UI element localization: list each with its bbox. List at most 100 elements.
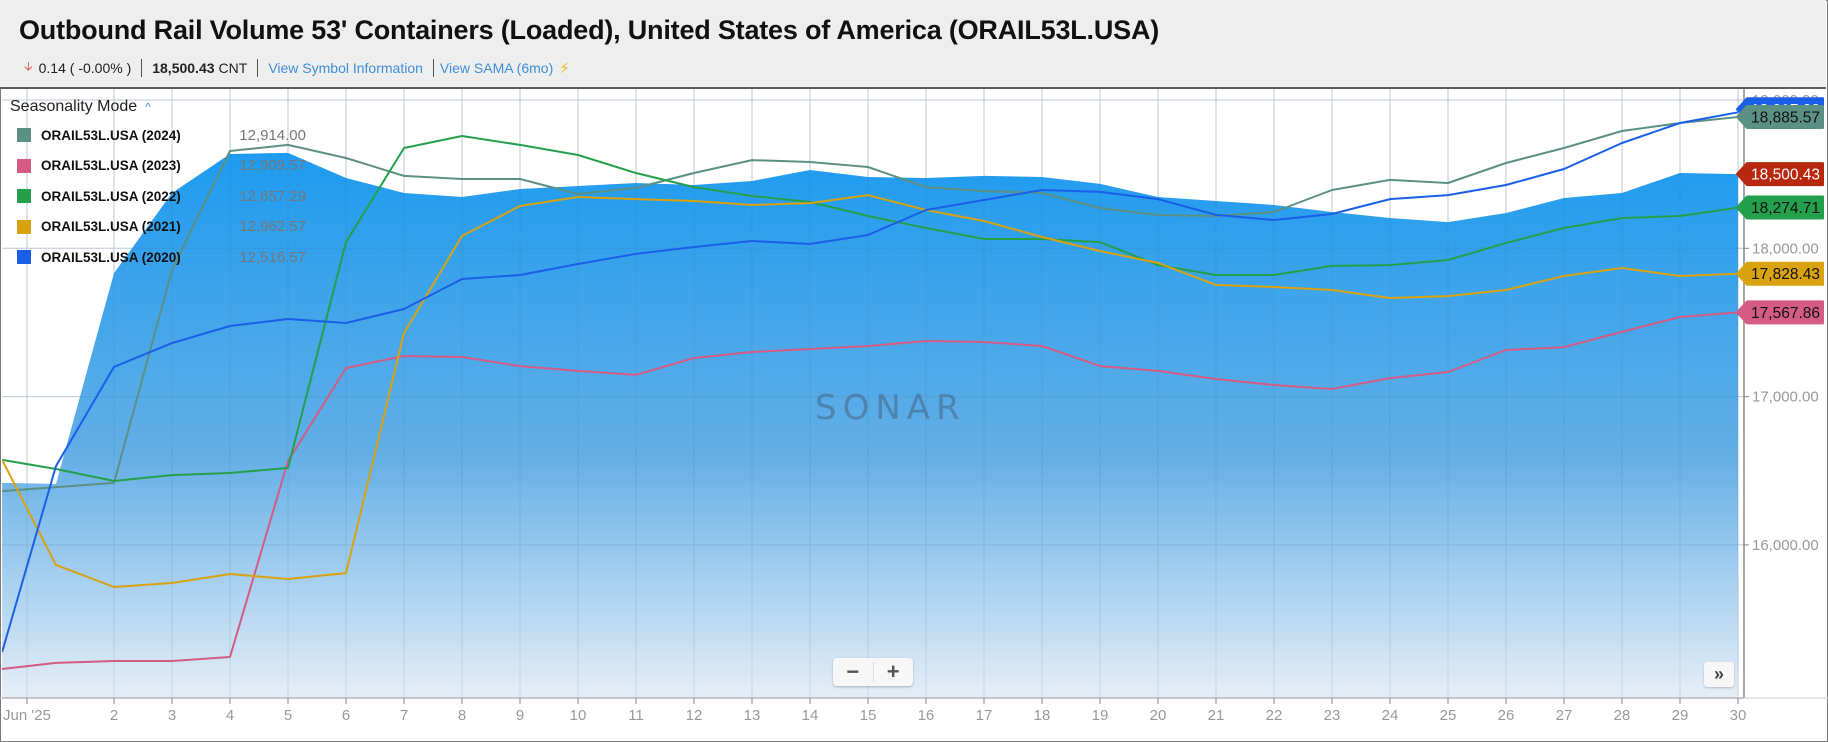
x-tick-label: 5 — [284, 707, 292, 724]
arrow-down-icon: 🡣 — [24, 59, 33, 73]
label-tag — [1736, 162, 1824, 187]
legend-item[interactable]: ORAIL53L.USA (2022) 12,657.29 — [10, 181, 306, 212]
x-tick-label: 17 — [976, 707, 993, 724]
x-tick-label: 7 — [400, 707, 408, 724]
x-tick-label: 18 — [1034, 707, 1051, 724]
last-value-label-2025: 18,500.43 — [1736, 162, 1824, 187]
change-value: 0.14 ( -0.00% ) — [38, 59, 132, 76]
x-tick-label: 12 — [686, 707, 703, 724]
symbol-summary: 🡣 0.14 ( -0.00% ) 18,500.43 CNT View Sym… — [24, 57, 570, 78]
legend-series-name: ORAIL53L.USA (2021) — [41, 219, 181, 235]
seasonality-mode-label: Seasonality Mode — [10, 98, 138, 115]
divider — [257, 58, 259, 77]
x-tick-label: 4 — [226, 707, 234, 724]
divider — [141, 58, 143, 77]
x-tick-label: 9 — [516, 707, 524, 724]
legend-series-value: 12,516.57 — [239, 248, 306, 266]
last-value: 18,500.43 — [152, 59, 215, 76]
x-tick-label: 20 — [1150, 707, 1167, 724]
label-tag — [1736, 261, 1824, 286]
legend-swatch — [17, 250, 31, 265]
unit-label: CNT — [218, 59, 248, 76]
chart-title: Outbound Rail Volume 53' Containers (Loa… — [19, 15, 1160, 45]
legend-series-value: 12,909.57 — [239, 157, 306, 175]
label-text: 17,828.43 — [1751, 266, 1820, 283]
x-tick-label: 26 — [1498, 707, 1515, 724]
legend-item[interactable]: ORAIL53L.USA (2020) 12,516.57 — [10, 242, 306, 273]
scroll-forward-button[interactable]: » — [1704, 662, 1734, 687]
label-tag — [1736, 195, 1824, 220]
x-tick-label: 10 — [570, 707, 587, 724]
x-tick-label: 8 — [458, 707, 466, 724]
label-tag — [1736, 104, 1824, 129]
legend-series-value: 12,962.57 — [239, 218, 306, 236]
axes: Jun '25 2 3 4 5 6 7 8 9 10 11 12 13 14 15 16 17 18 19 20 21 2… — [0, 89, 1828, 724]
divider — [432, 58, 434, 77]
x-tick-label: 29 — [1672, 707, 1689, 724]
legend-swatch — [17, 158, 31, 173]
x-tick-label: 22 — [1266, 707, 1283, 724]
chart-header: Outbound Rail Volume 53' Containers (Loa… — [0, 0, 1826, 89]
legend-swatch — [17, 219, 31, 234]
x-tick-label: 27 — [1556, 707, 1573, 724]
series-layer — [2, 89, 1744, 698]
y-tick-label: 17,000.00 — [1752, 389, 1819, 406]
zoom-in-button[interactable]: + — [886, 659, 900, 684]
legend-swatch — [17, 128, 31, 143]
x-tick-label: 2 — [110, 707, 118, 724]
last-value-label-2023: 17,567.86 — [1736, 300, 1824, 325]
sama-chart-icon[interactable]: ⚡ — [559, 59, 570, 77]
legend-item[interactable]: ORAIL53L.USA (2023) 12,909.57 — [10, 151, 306, 182]
y-tick-label: 16,000.00 — [1752, 537, 1819, 554]
line-series-2023 — [2, 311, 1739, 670]
line-series-2024 — [2, 116, 1739, 493]
label-text: 18,500.43 — [1751, 167, 1820, 184]
x-tick-label: 3 — [168, 707, 176, 724]
last-value-label-2022: 18,274.71 — [1736, 195, 1824, 220]
last-value-label-2021: 17,828.43 — [1736, 261, 1824, 286]
legend-series-name: ORAIL53L.USA (2024) — [41, 127, 181, 143]
label-text: 17,567.86 — [1751, 305, 1820, 322]
label-text: 18,885.57 — [1751, 109, 1820, 126]
line-series-2021 — [2, 194, 1739, 588]
zoom-out-button[interactable]: − — [846, 659, 860, 684]
view-sama-link[interactable]: View SAMA (6mo) — [439, 59, 554, 76]
x-tick-label: Jun '25 — [3, 707, 51, 724]
legend-series-name: ORAIL53L.USA (2020) — [41, 249, 181, 265]
legend-item[interactable]: ORAIL53L.USA (2021) 12,962.57 — [10, 212, 306, 243]
x-tick-label: 28 — [1614, 707, 1631, 724]
legend-swatch — [17, 189, 31, 204]
legend-series-name: ORAIL53L.USA (2022) — [41, 188, 181, 204]
last-value-label-2024: 18,885.57 — [1736, 104, 1824, 129]
label-text: 18,274.71 — [1751, 200, 1820, 217]
x-tick-label: 16 — [918, 707, 935, 724]
x-tick-label: 14 — [802, 707, 819, 724]
x-tick-label: 19 — [1092, 707, 1109, 724]
last-value-labels: 18,917.0018,500.4318,885.5717,567.8618,2… — [1736, 97, 1824, 325]
y-tick-label: 18,000.00 — [1752, 240, 1819, 257]
legend-series-value: 12,914.00 — [239, 126, 306, 144]
x-tick-label: 21 — [1208, 707, 1225, 724]
chevron-up-icon: ^ — [145, 100, 151, 114]
label-tag — [1736, 300, 1824, 325]
x-tick-label: 13 — [744, 707, 761, 724]
x-tick-label: 30 — [1730, 707, 1747, 724]
x-tick-label: 15 — [860, 707, 877, 724]
x-tick-label: 6 — [342, 707, 350, 724]
sonar-watermark: SONAR — [815, 388, 966, 428]
x-tick-label: 11 — [628, 707, 644, 724]
divider — [872, 662, 874, 682]
legend-item[interactable]: ORAIL53L.USA (2024) 12,914.00 — [10, 120, 306, 151]
line-series-2022 — [2, 135, 1739, 482]
x-tick-label: 24 — [1382, 707, 1399, 724]
x-tick-label: 25 — [1440, 707, 1457, 724]
legend-series-value: 12,657.29 — [239, 187, 306, 205]
view-symbol-information-link[interactable]: View Symbol Information — [268, 59, 423, 76]
seasonality-mode-toggle[interactable]: Seasonality Mode ^ — [10, 98, 306, 116]
line-series-2020 — [2, 111, 1739, 653]
legend-series-name: ORAIL53L.USA (2023) — [41, 158, 181, 174]
legend: Seasonality Mode ^ ORAIL53L.USA (2024) 12… — [10, 98, 306, 273]
x-tick-label: 23 — [1324, 707, 1341, 724]
zoom-controls: − + — [833, 658, 913, 686]
